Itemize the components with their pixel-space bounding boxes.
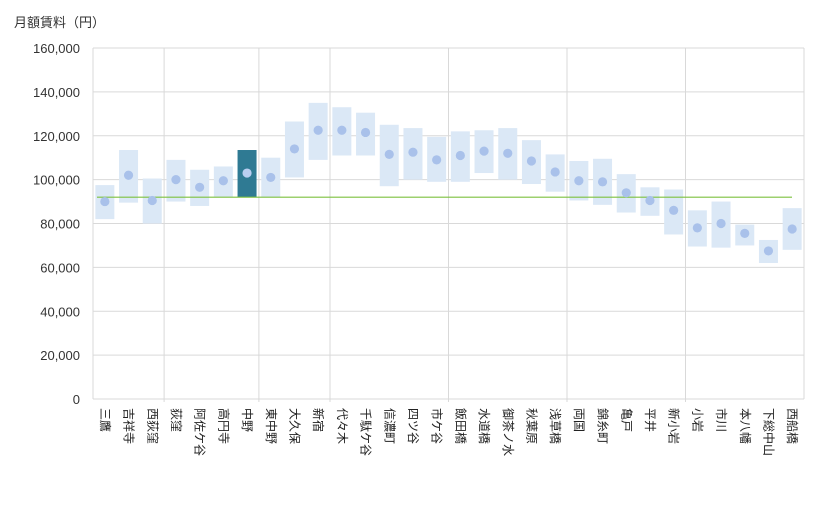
y-tick-label: 60,000 [40,260,80,275]
category-label: 飯田橋 [453,408,468,444]
y-tick-label: 160,000 [33,41,80,56]
category-label: 信濃町 [382,408,396,444]
average-dot [432,155,442,165]
average-dot [740,228,750,238]
average-dot [597,177,608,187]
y-tick-label: 40,000 [40,304,80,319]
category-label: 秋葉原 [524,408,538,444]
category-label: 亀戸 [619,408,633,432]
category-label: 新小岩 [667,408,682,444]
category-label: 新宿 [311,408,326,432]
category-label: 下総中山 [761,408,776,456]
category-label: 西荻窪 [145,408,160,444]
category-label: 東中野 [264,408,279,444]
average-dot [218,176,228,186]
category-label: 本八幡 [738,408,753,444]
average-dot [503,148,513,158]
average-dot [550,167,560,177]
category-label: 錦糸町 [596,408,611,444]
category-label: 荻窪 [169,408,184,432]
category-label: 代々木 [335,408,349,444]
average-dot [266,172,276,183]
y-axis-title: 月額賃料（円） [14,16,106,31]
average-dot [100,196,110,207]
category-label: 御茶ノ水 [501,408,516,456]
category-label: 千駄ケ谷 [359,408,374,456]
y-tick-label: 100,000 [33,173,80,188]
average-dot [123,170,134,180]
category-label: 西船橋 [785,408,799,444]
average-dot [384,149,394,159]
average-dot [360,127,371,138]
average-dot [716,218,726,229]
average-dot [645,195,655,206]
category-label: 中野 [240,408,255,432]
y-tick-label: 0 [73,392,80,407]
average-dot [787,224,797,234]
average-dot [242,168,252,178]
average-dot [526,156,537,166]
category-label: 小岩 [690,408,705,432]
category-label: 三鷹 [98,408,113,432]
average-dot [455,150,465,161]
category-label: 吉祥寺 [122,408,136,444]
average-dot [147,195,157,206]
category-label: 高円寺 [216,408,231,444]
average-dot [408,147,418,157]
category-label: 浅草橋 [548,408,562,444]
category-label: 水道橋 [477,408,491,444]
average-dot [479,146,489,156]
category-label: 平井 [643,408,657,432]
category-label: 市川 [714,408,729,432]
y-tick-label: 80,000 [40,217,80,232]
category-label: 大久保 [287,408,301,444]
category-label: 両国 [572,408,586,432]
average-dot [669,205,679,215]
y-tick-label: 20,000 [40,348,80,363]
category-label: 阿佐ケ谷 [193,408,207,456]
category-label: 市ケ谷 [430,408,445,444]
average-dot [574,176,584,186]
average-dot [337,125,347,135]
average-dot [621,188,631,198]
average-dot [289,144,300,154]
average-dot [763,246,774,256]
average-dot [171,175,181,185]
average-dot [195,182,205,192]
y-tick-label: 120,000 [33,129,80,144]
y-tick-label: 140,000 [33,85,80,100]
average-dot [692,223,702,233]
category-label: 四ツ谷 [406,408,420,444]
average-dot [313,125,323,135]
